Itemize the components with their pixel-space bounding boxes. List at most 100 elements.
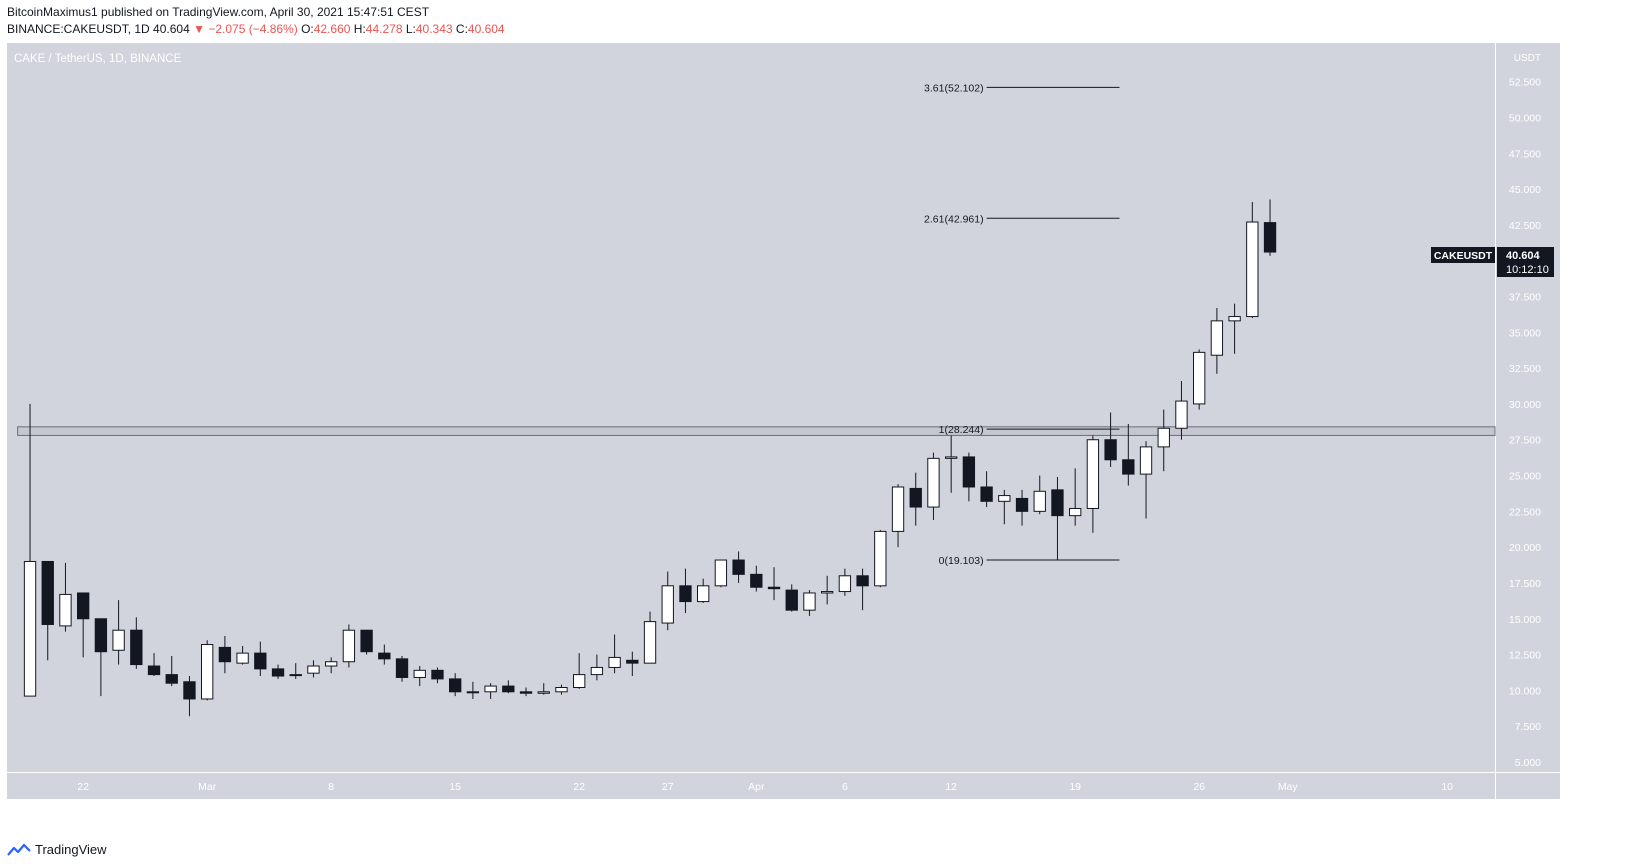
candle[interactable] [1175, 381, 1188, 440]
footer-branding[interactable]: TradingView [7, 842, 107, 857]
candle[interactable] [998, 489, 1011, 525]
candle[interactable] [750, 565, 763, 592]
candle[interactable] [643, 611, 657, 664]
candle[interactable] [1104, 412, 1117, 467]
candle[interactable] [484, 683, 497, 699]
time-axis-tick-label: 6 [842, 781, 848, 793]
candle[interactable] [537, 683, 550, 695]
candle[interactable] [183, 676, 196, 717]
last-price: 40.604 [153, 22, 190, 36]
candle[interactable] [325, 657, 338, 674]
candle[interactable] [555, 684, 568, 695]
candle[interactable] [874, 529, 887, 588]
candle[interactable] [573, 653, 586, 689]
candle[interactable] [856, 568, 869, 611]
candle[interactable] [77, 592, 90, 658]
candle[interactable] [449, 673, 462, 697]
candle[interactable] [1246, 201, 1259, 318]
candle-body [608, 656, 621, 668]
candle[interactable] [838, 568, 852, 596]
candle[interactable] [23, 403, 37, 697]
candle-body [573, 674, 586, 688]
candle[interactable] [767, 567, 781, 601]
candle[interactable] [307, 660, 320, 678]
candle-body [1104, 439, 1117, 461]
candle[interactable] [1033, 475, 1046, 515]
candle[interactable] [626, 651, 639, 677]
candle[interactable] [254, 641, 267, 677]
candle-body [59, 593, 72, 627]
candle[interactable] [962, 452, 976, 502]
candle-body [289, 674, 302, 677]
horizontal-resistance-zone[interactable] [17, 426, 1496, 436]
candle[interactable] [1086, 435, 1100, 533]
candle[interactable] [679, 568, 692, 614]
candle-body [697, 585, 710, 603]
candle[interactable] [59, 562, 72, 632]
candle[interactable] [661, 571, 674, 631]
price-axis-tick-label: 42.500 [1509, 220, 1541, 232]
tradingview-logo-icon [7, 843, 31, 856]
candle[interactable] [1139, 441, 1153, 519]
candle-body [856, 575, 869, 587]
candle[interactable] [289, 663, 302, 679]
candle[interactable] [112, 600, 125, 665]
candle[interactable] [1193, 349, 1206, 410]
candle[interactable] [519, 687, 533, 697]
candle-body [271, 668, 285, 677]
candle-body [679, 585, 692, 603]
candle[interactable] [732, 551, 745, 583]
candle[interactable] [697, 578, 710, 603]
candle[interactable] [466, 681, 480, 699]
candle[interactable] [590, 654, 604, 681]
candle[interactable] [1069, 468, 1082, 526]
candle[interactable] [1015, 489, 1029, 526]
price-axis-tick-label: 25.000 [1509, 471, 1541, 483]
candle[interactable] [218, 635, 232, 674]
candle[interactable] [431, 667, 444, 684]
candle[interactable] [1122, 423, 1135, 486]
candle[interactable] [395, 655, 409, 682]
candle[interactable] [909, 472, 922, 526]
candle[interactable] [413, 666, 426, 687]
candle-body [821, 591, 834, 594]
high-value: 44.278 [365, 22, 403, 36]
candle[interactable] [821, 575, 834, 605]
candle[interactable] [360, 629, 373, 655]
candle[interactable] [927, 452, 940, 520]
candle[interactable] [130, 617, 143, 669]
candle[interactable] [714, 559, 728, 588]
candle[interactable] [1210, 307, 1224, 374]
candle[interactable] [803, 590, 816, 616]
candle[interactable] [94, 618, 108, 697]
candle[interactable] [236, 645, 249, 665]
price-axis-tick-label: 27.500 [1509, 435, 1541, 447]
candle[interactable] [1228, 303, 1241, 354]
time-axis-background[interactable] [7, 772, 1560, 799]
time-axis-tick-label: 22 [573, 781, 585, 793]
candle[interactable] [271, 664, 285, 679]
candle-body [1139, 446, 1153, 475]
price-axis-background[interactable] [1495, 43, 1560, 772]
candle[interactable] [785, 584, 798, 612]
candle[interactable] [891, 484, 905, 548]
candle[interactable] [608, 634, 621, 674]
candle[interactable] [342, 624, 356, 668]
candle[interactable] [165, 655, 178, 687]
candle-body [980, 486, 993, 502]
candle[interactable] [41, 560, 54, 661]
candle[interactable] [502, 680, 515, 694]
candle[interactable] [980, 471, 993, 508]
down-triangle-icon: ▼ [193, 22, 205, 36]
candle-body [147, 665, 161, 676]
candle[interactable] [201, 640, 214, 701]
candle[interactable] [945, 435, 958, 493]
candle-body [891, 486, 905, 532]
candle[interactable] [147, 653, 161, 677]
candle[interactable] [1263, 199, 1277, 256]
candle[interactable] [1051, 476, 1064, 561]
candle[interactable] [378, 644, 391, 665]
candle[interactable] [1157, 409, 1170, 472]
symbol-label[interactable]: BINANCE:CAKEUSDT, 1D [7, 22, 150, 36]
